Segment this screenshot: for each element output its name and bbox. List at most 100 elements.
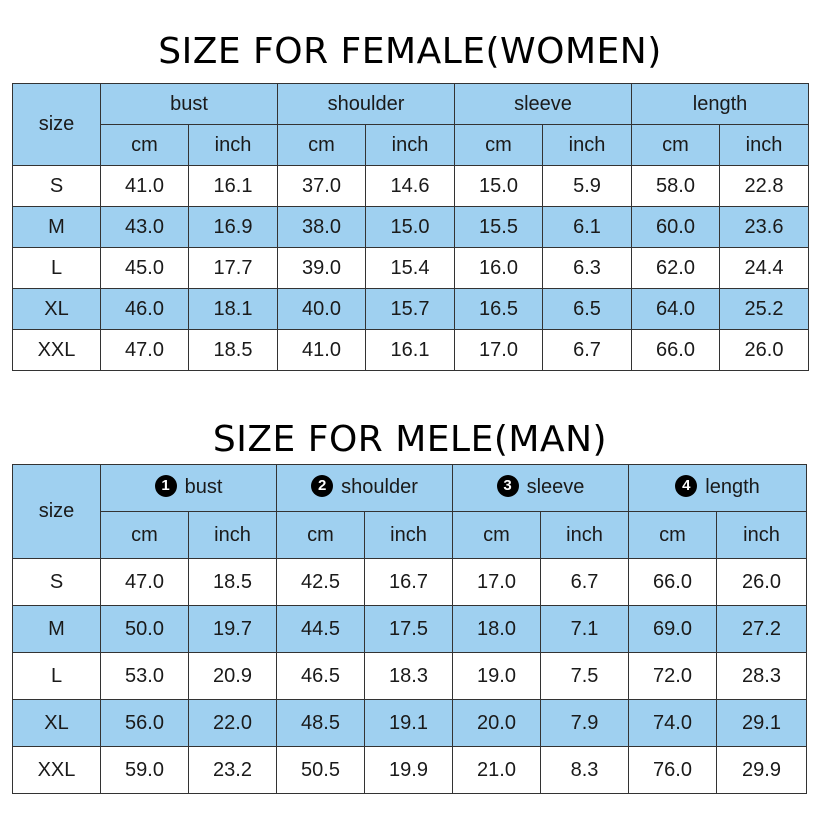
value-cell: 8.3 xyxy=(540,746,629,794)
length-header: length xyxy=(631,83,809,125)
male-size-title: SIZE FOR MELE(MAN) xyxy=(212,419,608,460)
female-size-title: SIZE FOR FEMALE(WOMEN) xyxy=(158,31,662,72)
number-two-badge-icon: 2 xyxy=(311,475,334,498)
size-cell: XXL xyxy=(12,746,101,794)
value-cell: 53.0 xyxy=(100,652,189,700)
value-cell: 66.0 xyxy=(631,329,720,371)
value-cell: 23.6 xyxy=(719,206,809,248)
value-cell: 17.0 xyxy=(454,329,543,371)
value-cell: 58.0 xyxy=(631,165,720,207)
value-cell: 19.1 xyxy=(364,699,453,747)
number-three-badge-icon: 3 xyxy=(496,475,519,498)
unit-header: cm xyxy=(452,511,541,559)
value-cell: 6.7 xyxy=(542,329,632,371)
size-cell: L xyxy=(12,247,101,289)
value-cell: 76.0 xyxy=(628,746,717,794)
unit-header: inch xyxy=(188,124,278,166)
value-cell: 38.0 xyxy=(277,206,366,248)
size-cell: L xyxy=(12,652,101,700)
value-cell: 6.3 xyxy=(542,247,632,289)
unit-header: cm xyxy=(276,511,365,559)
table-row: M 50.0 19.7 44.5 17.5 18.0 7.1 69.0 27.2 xyxy=(12,605,807,653)
value-cell: 25.2 xyxy=(719,288,809,330)
sleeve-label: sleeve xyxy=(526,476,585,499)
value-cell: 29.9 xyxy=(716,746,807,794)
unit-header: inch xyxy=(364,511,453,559)
value-cell: 16.1 xyxy=(365,329,455,371)
value-cell: 15.5 xyxy=(454,206,543,248)
table-row: S 41.0 16.1 37.0 14.6 15.0 5.9 58.0 22.8 xyxy=(12,165,809,207)
value-cell: 16.0 xyxy=(454,247,543,289)
value-cell: 16.1 xyxy=(188,165,278,207)
size-cell: XXL xyxy=(12,329,101,371)
size-header: size xyxy=(12,464,101,559)
value-cell: 18.5 xyxy=(188,329,278,371)
value-cell: 42.5 xyxy=(276,558,365,606)
value-cell: 15.4 xyxy=(365,247,455,289)
value-cell: 22.8 xyxy=(719,165,809,207)
value-cell: 18.5 xyxy=(188,558,277,606)
value-cell: 41.0 xyxy=(277,329,366,371)
value-cell: 22.0 xyxy=(188,699,277,747)
value-cell: 56.0 xyxy=(100,699,189,747)
value-cell: 19.0 xyxy=(452,652,541,700)
unit-header: inch xyxy=(716,511,807,559)
value-cell: 64.0 xyxy=(631,288,720,330)
value-cell: 17.7 xyxy=(188,247,278,289)
value-cell: 6.1 xyxy=(542,206,632,248)
size-cell: S xyxy=(12,558,101,606)
table-row: L 53.0 20.9 46.5 18.3 19.0 7.5 72.0 28.3 xyxy=(12,652,807,700)
value-cell: 16.9 xyxy=(188,206,278,248)
value-cell: 5.9 xyxy=(542,165,632,207)
unit-header: inch xyxy=(365,124,455,166)
unit-header: cm xyxy=(277,124,366,166)
value-cell: 7.5 xyxy=(540,652,629,700)
value-cell: 16.5 xyxy=(454,288,543,330)
size-cell: XL xyxy=(12,699,101,747)
number-four-badge-icon: 4 xyxy=(675,475,698,498)
value-cell: 21.0 xyxy=(452,746,541,794)
value-cell: 40.0 xyxy=(277,288,366,330)
unit-header: inch xyxy=(540,511,629,559)
value-cell: 6.7 xyxy=(540,558,629,606)
value-cell: 15.0 xyxy=(365,206,455,248)
table-row: L 45.0 17.7 39.0 15.4 16.0 6.3 62.0 24.4 xyxy=(12,247,809,289)
unit-header: cm xyxy=(100,124,189,166)
value-cell: 59.0 xyxy=(100,746,189,794)
value-cell: 45.0 xyxy=(100,247,189,289)
value-cell: 50.0 xyxy=(100,605,189,653)
value-cell: 19.9 xyxy=(364,746,453,794)
number-one-badge-icon: 1 xyxy=(154,475,177,498)
length-header: 4 length xyxy=(628,464,807,512)
bust-header: 1 bust xyxy=(100,464,277,512)
shoulder-header: 2 shoulder xyxy=(276,464,453,512)
value-cell: 23.2 xyxy=(188,746,277,794)
value-cell: 44.5 xyxy=(276,605,365,653)
value-cell: 17.0 xyxy=(452,558,541,606)
size-cell: M xyxy=(12,206,101,248)
value-cell: 43.0 xyxy=(100,206,189,248)
value-cell: 20.9 xyxy=(188,652,277,700)
unit-header: cm xyxy=(100,511,189,559)
value-cell: 60.0 xyxy=(631,206,720,248)
value-cell: 29.1 xyxy=(716,699,807,747)
value-cell: 39.0 xyxy=(277,247,366,289)
value-cell: 47.0 xyxy=(100,558,189,606)
value-cell: 41.0 xyxy=(100,165,189,207)
value-cell: 47.0 xyxy=(100,329,189,371)
table-row: M 43.0 16.9 38.0 15.0 15.5 6.1 60.0 23.6 xyxy=(12,206,809,248)
table-row: XXL 59.0 23.2 50.5 19.9 21.0 8.3 76.0 29… xyxy=(12,746,807,794)
value-cell: 15.0 xyxy=(454,165,543,207)
table-row: XL 46.0 18.1 40.0 15.7 16.5 6.5 64.0 25.… xyxy=(12,288,809,330)
value-cell: 74.0 xyxy=(628,699,717,747)
sleeve-header: 3 sleeve xyxy=(452,464,629,512)
value-cell: 16.7 xyxy=(364,558,453,606)
value-cell: 6.5 xyxy=(542,288,632,330)
value-cell: 66.0 xyxy=(628,558,717,606)
value-cell: 18.1 xyxy=(188,288,278,330)
value-cell: 50.5 xyxy=(276,746,365,794)
value-cell: 14.6 xyxy=(365,165,455,207)
value-cell: 26.0 xyxy=(719,329,809,371)
sleeve-header: sleeve xyxy=(454,83,632,125)
size-cell: XL xyxy=(12,288,101,330)
